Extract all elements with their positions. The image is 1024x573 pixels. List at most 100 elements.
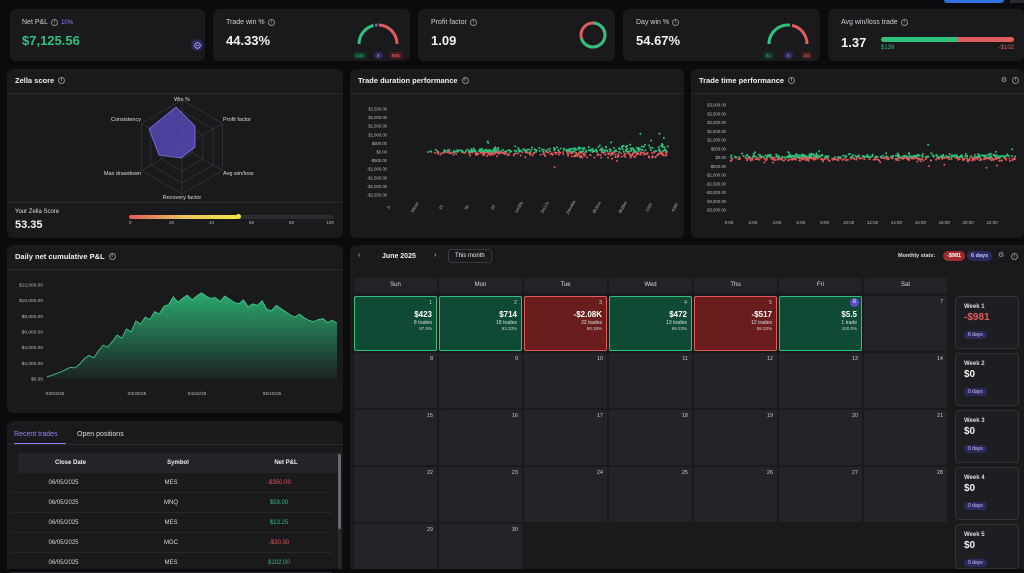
trade-point[interactable] [827, 159, 830, 162]
trade-point[interactable] [442, 152, 445, 154]
trade-point[interactable] [822, 160, 824, 163]
trade-point[interactable] [470, 150, 473, 153]
trade-point[interactable] [765, 157, 768, 160]
trade-point[interactable] [763, 157, 766, 160]
trade-point[interactable] [474, 149, 477, 152]
trade-point[interactable] [845, 159, 847, 162]
trade-point[interactable] [583, 146, 586, 149]
trade-point[interactable] [809, 155, 812, 158]
trade-point[interactable] [467, 150, 470, 153]
trade-point[interactable] [571, 148, 574, 150]
trade-point[interactable] [641, 145, 644, 148]
trade-point[interactable] [524, 149, 527, 152]
trade-point[interactable] [820, 158, 823, 161]
calendar-day[interactable]: 24 [524, 467, 607, 522]
trade-point[interactable] [749, 156, 752, 159]
trade-point[interactable] [584, 154, 587, 157]
calculator-icon[interactable] [191, 39, 203, 51]
trade-point[interactable] [592, 150, 595, 153]
trade-point[interactable] [642, 151, 645, 154]
trade-point[interactable] [602, 149, 605, 152]
trade-point[interactable] [921, 157, 924, 160]
calendar-day[interactable]: 5 -$517 12 trades 58.33% [694, 296, 777, 351]
trade-point[interactable] [950, 156, 953, 159]
trade-point[interactable] [863, 158, 866, 161]
trade-point[interactable] [763, 161, 766, 164]
trade-point[interactable] [851, 155, 853, 158]
trade-point[interactable] [549, 153, 552, 156]
next-month-icon[interactable]: › [434, 252, 437, 259]
trade-point[interactable] [774, 159, 777, 161]
trade-point[interactable] [987, 156, 990, 159]
week-summary[interactable]: Week 3 $0 0 days [955, 410, 1019, 463]
trade-point[interactable] [471, 150, 474, 153]
trade-point[interactable] [553, 149, 556, 152]
trade-point[interactable] [765, 155, 768, 158]
calendar-day[interactable]: 3 -$2.08K 22 trades 68.18% [524, 296, 607, 351]
trade-point[interactable] [657, 148, 660, 151]
trade-point[interactable] [556, 146, 559, 149]
trade-point[interactable] [759, 154, 762, 157]
trade-point[interactable] [466, 148, 469, 151]
trade-point[interactable] [614, 153, 617, 156]
trade-point[interactable] [823, 157, 826, 160]
trade-point[interactable] [623, 153, 626, 156]
trade-point[interactable] [651, 155, 654, 158]
trade-point[interactable] [1013, 158, 1016, 161]
trade-point[interactable] [758, 158, 761, 161]
trade-point[interactable] [885, 158, 888, 160]
trade-point[interactable] [861, 157, 864, 160]
trade-point[interactable] [544, 155, 546, 157]
trade-point[interactable] [658, 153, 660, 155]
trade-point[interactable] [504, 150, 506, 153]
trade-point[interactable] [816, 157, 819, 160]
calendar-day[interactable]: 17 [524, 410, 607, 465]
trade-point[interactable] [971, 159, 974, 162]
trade-point[interactable] [475, 151, 477, 154]
trade-point[interactable] [531, 154, 534, 157]
trade-point[interactable] [742, 155, 745, 158]
trade-point[interactable] [603, 151, 605, 154]
table-row[interactable]: 06/05/2025 MES $13.25 [11, 514, 332, 533]
info-icon[interactable]: i [51, 19, 59, 26]
trade-point[interactable] [569, 149, 572, 152]
trade-point[interactable] [866, 154, 869, 157]
trade-point[interactable] [916, 157, 919, 160]
trade-point[interactable] [994, 154, 996, 157]
trade-point[interactable] [884, 155, 887, 158]
trade-point[interactable] [810, 153, 813, 156]
trade-point[interactable] [1005, 158, 1008, 161]
trade-point[interactable] [803, 154, 806, 157]
trade-point[interactable] [472, 147, 475, 150]
week-summary[interactable]: Week 1 -$981 6 days [955, 296, 1019, 349]
trade-point[interactable] [787, 151, 790, 154]
info-icon[interactable]: i [469, 19, 477, 26]
trade-point[interactable] [651, 152, 654, 155]
info-icon[interactable]: i [58, 77, 66, 84]
trade-point[interactable] [555, 151, 558, 154]
trade-point[interactable] [620, 155, 623, 158]
trade-point[interactable] [995, 164, 998, 167]
trade-point[interactable] [608, 152, 611, 155]
trade-point[interactable] [858, 156, 861, 159]
trade-point[interactable] [746, 159, 748, 162]
trade-point[interactable] [634, 150, 637, 153]
trade-point[interactable] [815, 152, 818, 155]
trade-point[interactable] [807, 159, 810, 162]
trade-point[interactable] [930, 159, 932, 162]
calendar-day[interactable]: 27 [779, 467, 862, 522]
trade-point[interactable] [896, 152, 899, 155]
trade-point[interactable] [563, 147, 565, 150]
trade-point[interactable] [775, 153, 778, 156]
info-icon[interactable]: i [267, 19, 275, 26]
trade-point[interactable] [783, 156, 786, 159]
trade-point[interactable] [940, 155, 943, 158]
trade-point[interactable] [508, 153, 511, 156]
trade-point[interactable] [781, 156, 784, 159]
trade-point[interactable] [601, 147, 604, 150]
trade-point[interactable] [427, 151, 429, 153]
trade-point[interactable] [948, 158, 951, 161]
trade-point[interactable] [868, 158, 871, 161]
trade-point[interactable] [596, 154, 599, 157]
trade-point[interactable] [964, 155, 967, 158]
